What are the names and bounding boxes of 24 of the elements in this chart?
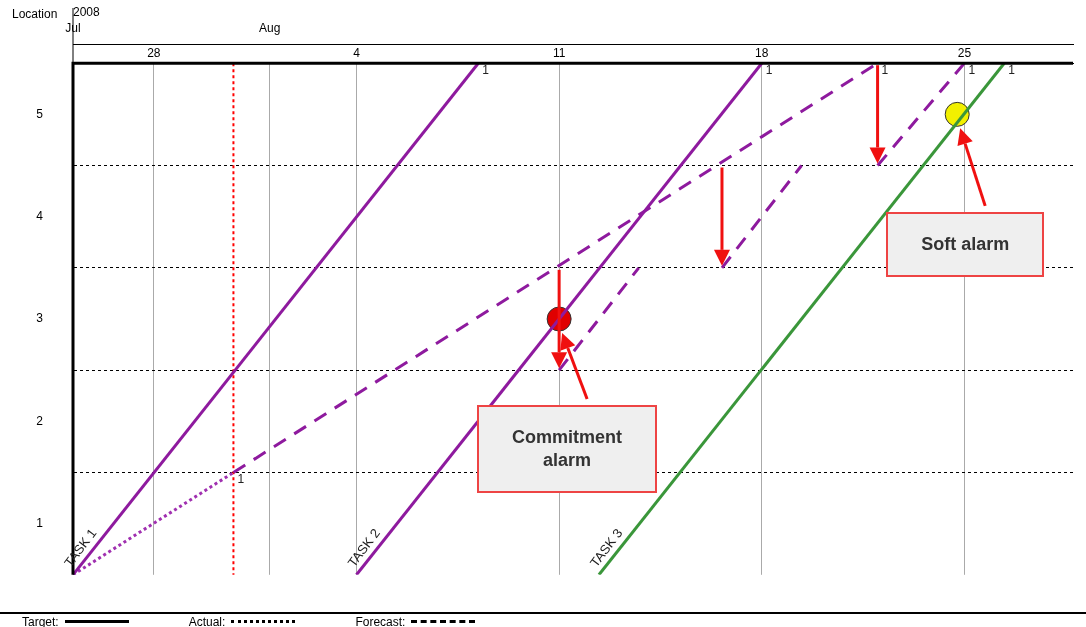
annotation: Soft alarm bbox=[921, 232, 1010, 256]
y-tick-label: 1 bbox=[36, 515, 44, 530]
y-tick-label: 5 bbox=[36, 106, 44, 121]
y-axis-title: Location bbox=[12, 7, 58, 22]
x-tick-label: 4 bbox=[353, 46, 361, 61]
x-tick-label: 28 bbox=[147, 46, 161, 61]
text: Forecast: bbox=[355, 614, 406, 627]
annotation: 1 bbox=[881, 62, 889, 77]
x2-axis-title: 2008 bbox=[73, 4, 101, 19]
x-tick-label: 18 bbox=[755, 46, 769, 61]
annotation: 1 bbox=[1008, 62, 1016, 77]
annotation: 1 bbox=[765, 62, 773, 77]
annotation: 1 bbox=[968, 62, 976, 77]
y-tick-label: 3 bbox=[36, 311, 44, 326]
x2-tick-label: Aug bbox=[258, 20, 281, 35]
annotation: 1 bbox=[482, 62, 490, 77]
text: Actual: bbox=[188, 614, 226, 627]
x2-tick-label: Jul bbox=[65, 20, 81, 35]
y-tick-label: 4 bbox=[36, 208, 44, 223]
y-tick-label: 2 bbox=[36, 413, 44, 428]
x-tick-label: 25 bbox=[957, 46, 972, 61]
x-tick-label: 11 bbox=[552, 46, 566, 61]
annotation: Commitment alarm bbox=[511, 426, 624, 472]
annotation: 1 bbox=[237, 471, 245, 486]
